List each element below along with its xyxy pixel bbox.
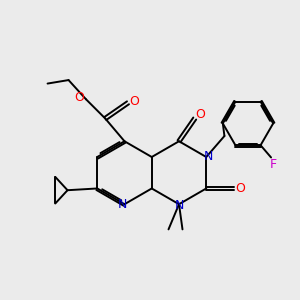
Text: O: O <box>195 108 205 121</box>
Text: O: O <box>235 182 245 195</box>
Text: O: O <box>129 94 139 107</box>
Text: F: F <box>270 158 277 171</box>
Text: N: N <box>118 198 128 211</box>
Text: O: O <box>74 91 84 104</box>
Text: N: N <box>203 151 213 164</box>
Text: N: N <box>174 200 184 212</box>
